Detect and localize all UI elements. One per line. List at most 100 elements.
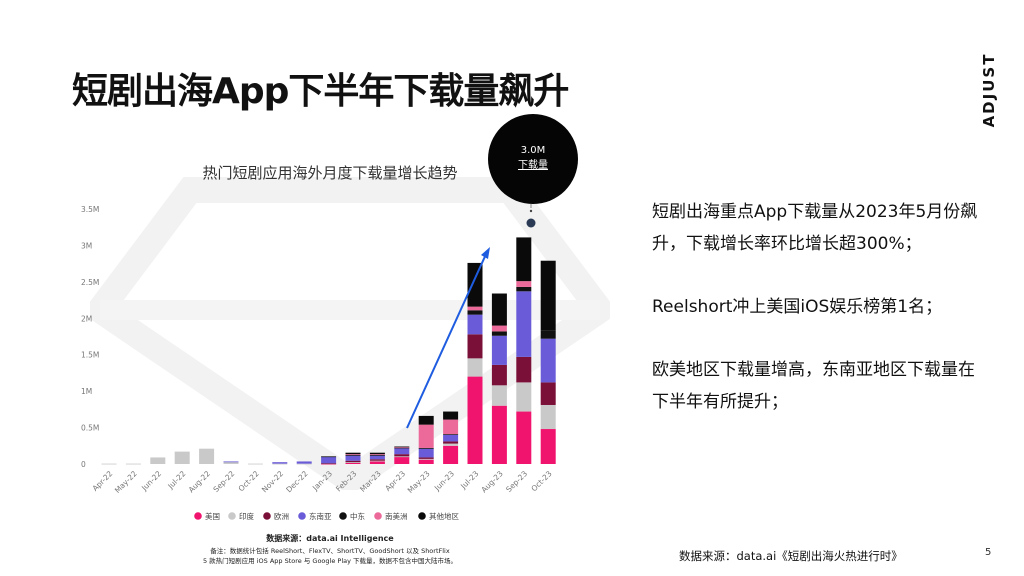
bar-segment-Jul-23-美国 bbox=[467, 376, 483, 464]
trend-arrowhead bbox=[481, 247, 490, 259]
bar-segment-Nov-22-印度 bbox=[272, 463, 288, 465]
bar-segment-Aug-23-欧洲 bbox=[491, 364, 507, 386]
x-tick-label: Oct-23 bbox=[529, 469, 553, 493]
finding-1: 短剧出海重点App下载量从2023年5月份飙升，下载增长率环比增长超300%； bbox=[652, 202, 978, 254]
bar-segment-Sep-22-印度 bbox=[223, 461, 239, 464]
y-tick-label: 0.5M bbox=[81, 424, 99, 433]
bar-segment-Jul-23-东南亚 bbox=[467, 314, 483, 335]
bars-group bbox=[101, 237, 556, 465]
bubble-pointer-dot bbox=[526, 218, 536, 228]
bar-segment-Jan-23-东南亚 bbox=[321, 456, 337, 464]
legend-label: 其他地区 bbox=[429, 511, 459, 521]
x-tick-label: Apr-22 bbox=[91, 469, 115, 493]
slide-source: 数据来源：data.ai《短剧出海火热进行时》 bbox=[679, 549, 903, 563]
bar-segment-May-23-印度 bbox=[418, 458, 434, 460]
peak-callout-bubble: 3.0M 下载量 bbox=[488, 114, 578, 204]
bar-segment-Aug-22-印度 bbox=[199, 448, 215, 464]
bar-segment-Feb-23-中东 bbox=[345, 454, 361, 456]
y-tick-label: 1M bbox=[81, 387, 92, 396]
bar-segment-Feb-23-南美洲 bbox=[345, 454, 361, 455]
legend-swatch-中东 bbox=[339, 512, 347, 520]
bar-segment-Oct-23-其他地区 bbox=[540, 260, 556, 331]
bar-segment-May-23-其他地区 bbox=[418, 415, 434, 425]
bar-segment-Jun-23-美国 bbox=[443, 445, 459, 464]
bar-segment-Mar-23-中东 bbox=[369, 454, 385, 456]
bar-segment-Oct-23-美国 bbox=[540, 429, 556, 464]
bar-segment-Jun-23-印度 bbox=[443, 443, 459, 446]
bar-segment-Jul-23-其他地区 bbox=[467, 262, 483, 307]
bar-segment-Aug-23-南美洲 bbox=[491, 325, 507, 332]
bar-segment-Aug-23-其他地区 bbox=[491, 293, 507, 326]
legend-label: 欧洲 bbox=[274, 511, 289, 521]
peak-callout-label: 下载量 bbox=[518, 160, 548, 171]
bar-segment-Dec-22-印度 bbox=[296, 463, 312, 465]
bar-segment-May-23-南美洲 bbox=[418, 424, 434, 448]
bar-segment-Oct-22-印度 bbox=[247, 463, 263, 465]
legend-swatch-其他地区 bbox=[418, 512, 426, 520]
bar-segment-Aug-23-美国 bbox=[491, 405, 507, 464]
bar-segment-Feb-23-其他地区 bbox=[345, 452, 361, 455]
bar-segment-Jun-23-东南亚 bbox=[443, 434, 459, 442]
x-tick-label: Sep-23 bbox=[504, 469, 529, 494]
x-tick-label: May-23 bbox=[406, 469, 432, 495]
bar-segment-Jun-23-其他地区 bbox=[443, 411, 459, 420]
bar-segment-Apr-23-美国 bbox=[394, 456, 410, 464]
bar-segment-Oct-23-东南亚 bbox=[540, 338, 556, 383]
bar-segment-Jul-23-中东 bbox=[467, 310, 483, 315]
bar-segment-Feb-23-欧洲 bbox=[345, 460, 361, 463]
chart-title: 热门短剧应用海外月度下载量增长趋势 bbox=[202, 164, 457, 182]
bar-segment-Mar-23-南美洲 bbox=[369, 454, 385, 455]
bar-segment-Sep-23-其他地区 bbox=[516, 237, 532, 282]
legend-swatch-东南亚 bbox=[298, 512, 306, 520]
bar-segment-Sep-22-东南亚 bbox=[223, 461, 239, 463]
bar-segment-Mar-23-其他地区 bbox=[369, 452, 385, 455]
bar-segment-Apr-23-其他地区 bbox=[394, 446, 410, 448]
legend-swatch-欧洲 bbox=[263, 512, 271, 520]
bar-segment-Aug-23-印度 bbox=[491, 385, 507, 406]
chart-source-line: 数据来源：data.ai Intelligence bbox=[266, 534, 394, 543]
bar-segment-May-23-东南亚 bbox=[418, 448, 434, 458]
bar-segment-Feb-23-印度 bbox=[345, 462, 361, 463]
finding-3: 欧美地区下载量增高，东南亚地区下载量在下半年有所提升； bbox=[652, 360, 975, 412]
bar-segment-Sep-23-中东 bbox=[516, 286, 532, 292]
bar-segment-Apr-23-东南亚 bbox=[394, 448, 410, 455]
legend-label: 东南亚 bbox=[309, 511, 332, 521]
x-tick-label: Apr-23 bbox=[383, 469, 407, 493]
bar-segment-Jul-23-印度 bbox=[467, 358, 483, 377]
chart-note-line-2: 5 款热门短剧应用 iOS App Store 与 Google Play 下载… bbox=[202, 557, 458, 565]
y-tick-label: 3.5M bbox=[81, 205, 99, 214]
bar-segment-Dec-22-东南亚 bbox=[296, 461, 312, 464]
x-tick-label: Aug-23 bbox=[479, 469, 505, 495]
bar-segment-Jan-23-中东 bbox=[321, 456, 337, 458]
bar-segment-Feb-23-东南亚 bbox=[345, 455, 361, 461]
legend-swatch-南美洲 bbox=[374, 512, 382, 520]
chart-note-line-1: 备注：数据统计包括 ReelShort、FlexTV、ShortTV、GoodS… bbox=[210, 547, 450, 555]
bar-segment-Nov-22-东南亚 bbox=[272, 462, 288, 464]
slide-title: 短剧出海App下半年下载量飙升 bbox=[72, 71, 569, 112]
x-tick-label: Jul-22 bbox=[165, 469, 187, 491]
x-tick-label: Jan-23 bbox=[310, 469, 334, 493]
legend-swatch-印度 bbox=[228, 512, 236, 520]
finding-2: Reelshort冲上美国iOS娱乐榜第1名； bbox=[652, 297, 943, 317]
bar-segment-Mar-23-印度 bbox=[369, 460, 385, 462]
trend-arrow bbox=[406, 251, 488, 429]
x-tick-label: Jul-23 bbox=[458, 469, 480, 491]
bar-segment-Jul-22-印度 bbox=[174, 451, 190, 464]
bubble-pointer-small-dot bbox=[529, 209, 533, 213]
y-tick-label: 2M bbox=[81, 314, 92, 323]
x-tick-label: Dec-22 bbox=[284, 469, 309, 494]
x-tick-label: Mar-23 bbox=[358, 469, 383, 494]
bar-segment-Aug-23-东南亚 bbox=[491, 335, 507, 365]
bar-segment-Aug-23-中东 bbox=[491, 331, 507, 336]
bar-segment-Jan-23-欧洲 bbox=[321, 463, 337, 465]
y-tick-label: 2.5M bbox=[81, 278, 99, 287]
bar-segment-Jun-23-南美洲 bbox=[443, 419, 459, 435]
legend-swatch-美国 bbox=[194, 512, 202, 520]
bar-segment-Jun-22-印度 bbox=[150, 457, 166, 464]
bar-segment-Apr-23-欧洲 bbox=[394, 454, 410, 457]
x-tick-label: Nov-22 bbox=[260, 469, 285, 494]
key-findings-list: 短剧出海重点App下载量从2023年5月份飙升，下载增长率环比增长超300%； … bbox=[652, 196, 982, 449]
bar-segment-Jul-23-南美洲 bbox=[467, 306, 483, 311]
bar-segment-Oct-23-中东 bbox=[540, 330, 556, 339]
